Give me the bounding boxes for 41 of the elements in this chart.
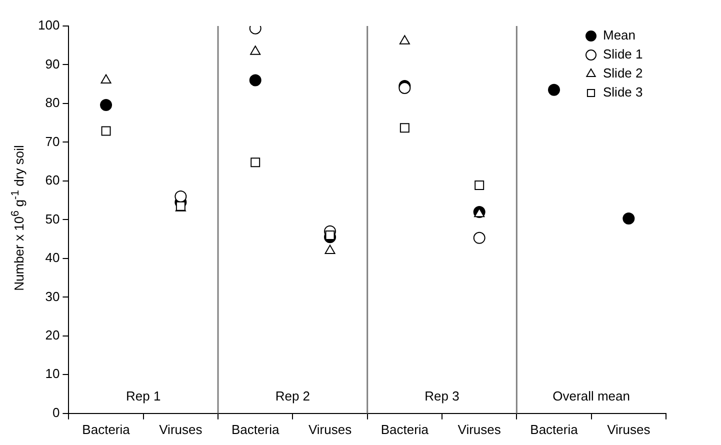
point [324,244,336,254]
y-tick-label: 70 [45,134,60,149]
y-tick-label: 100 [38,18,60,33]
point [101,126,111,136]
legend-label: Slide 1 [603,46,643,62]
y-tick-label: 50 [45,211,60,226]
x-tick-label: Viruses [607,422,651,437]
y-tick-label: 40 [45,250,60,266]
x-tick-label: Bacteria [380,422,430,437]
x-tick-label: Bacteria [530,422,579,437]
y-tick-label: 30 [45,288,60,304]
annotation: Rep 2 [275,388,310,404]
point [399,35,410,44]
annotation: Rep 1 [126,388,161,404]
point [100,74,112,84]
point [400,123,410,133]
x-tick-label: Viruses [458,422,502,437]
x-tick-label: Viruses [308,422,352,437]
point [325,230,335,240]
legend-label: Slide 2 [603,66,643,81]
y-tick-label: 80 [45,95,60,110]
legend-label: Mean [603,28,636,43]
x-tick-label: Bacteria [82,422,131,437]
y-tick-label: 20 [45,328,60,342]
point [250,158,260,168]
legend-label: Slide 3 [603,84,643,100]
y-tick-label: 0 [52,404,60,420]
point [100,99,112,112]
point [174,190,187,202]
annotation: Rep 3 [424,388,460,404]
point [474,180,484,190]
point [249,74,262,86]
x-tick-label: Viruses [159,422,203,437]
x-tick-label: Bacteria [232,422,280,437]
annotation: Overall mean [552,388,630,404]
y-tick-label: 90 [45,56,60,72]
point [548,84,560,96]
point [622,212,635,225]
point [250,46,261,55]
y-tick-label: 60 [45,172,60,188]
y-tick-label: 10 [45,366,60,382]
